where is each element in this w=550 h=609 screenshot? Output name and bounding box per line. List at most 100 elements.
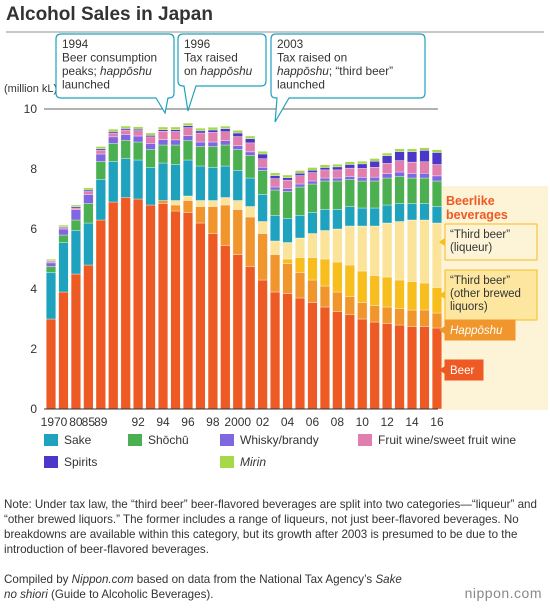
y-tick-label: 6 (30, 222, 37, 236)
x-tick-label: 1970 (41, 415, 68, 429)
bar-segment-whisky (295, 183, 305, 188)
bar-segment-fruit_wine (332, 169, 343, 179)
bar-segment-shochu (220, 144, 231, 167)
bar-segment-whisky (369, 176, 380, 182)
bar-segment-fruit_wine (419, 161, 430, 174)
bar-segment-shochu (170, 144, 181, 165)
bar-segment-beer (195, 222, 206, 410)
bar-segment-whisky (344, 176, 355, 180)
bar-segment-whisky (431, 175, 442, 182)
x-tick-label: 04 (281, 415, 295, 429)
x-tick-label: 14 (405, 415, 419, 429)
legend-label: Whisky/brandy (240, 433, 319, 447)
x-tick-label: 89 (94, 415, 108, 429)
x-tick-label: 85 (82, 415, 96, 429)
bar-segment-shochu (407, 177, 418, 204)
bar-segment-third_liqueur (257, 221, 268, 234)
bar-segment-shochu (232, 149, 243, 171)
callout-text-1996: on happōshu (184, 64, 253, 78)
bar-segment-sake (170, 164, 181, 201)
bar-segment-happoshu (158, 200, 169, 204)
bar-segment-sake (232, 170, 243, 201)
bar-segment-happoshu (382, 306, 393, 324)
side-label-third_liqueur: (liqueur) (450, 242, 492, 254)
bar-segment-spirits (357, 163, 368, 169)
bar-segment-beer (295, 297, 305, 410)
bar-segment-beer (270, 291, 281, 410)
bar-segment-shochu (332, 180, 343, 210)
callout-text-1994: peaks; happōshu (62, 64, 152, 78)
bar-segment-whisky (419, 173, 430, 179)
bar-segment-fruit_wine (95, 150, 106, 155)
bar-segment-mirin (357, 161, 368, 165)
bar-segment-fruit_wine (257, 158, 268, 168)
bar-segment-beer (120, 197, 131, 410)
bar-segment-whisky (407, 173, 418, 179)
bar-segment-spirits (170, 129, 181, 132)
bar-segment-sake (257, 194, 268, 222)
bar-segment-beer (407, 326, 418, 410)
bar-segment-spirits (133, 128, 144, 131)
bar-segment-third_liqueur (419, 219, 430, 284)
bar-segment-sake (332, 209, 343, 230)
source-middle: based on data from the National Tax Agen… (133, 573, 376, 586)
beerlike-heading: Beerlike (446, 194, 495, 208)
bar-segment-shochu (270, 189, 281, 216)
bar-segment-whisky (357, 177, 368, 182)
bar-segment-beer (133, 198, 144, 410)
bar-segment-fruit_wine (108, 132, 119, 138)
bar-segment-fruit_wine (46, 261, 56, 264)
bar-segment-mirin (70, 204, 81, 207)
bar-segment-happoshu (419, 309, 430, 327)
bar-segment-third_liqueur (344, 225, 355, 266)
bar-segment-spirits (282, 177, 293, 181)
bar-segment-happoshu (257, 233, 268, 281)
callout-text-2003: 2003 (277, 37, 304, 51)
bar-segment-beer (282, 293, 293, 410)
bar-segment-third_other (319, 258, 330, 287)
bar-segment-shochu (357, 180, 368, 209)
bar-segment-whisky (46, 262, 56, 267)
bar-segment-beer (170, 210, 181, 410)
chart-bars (46, 122, 442, 410)
bar-segment-third_liqueur (307, 233, 318, 258)
bar-segment-happoshu (170, 204, 181, 212)
bar-segment-third_liqueur (282, 242, 293, 260)
bar-segment-shochu (145, 149, 156, 168)
bar-segment-happoshu (431, 312, 442, 329)
bar-segment-sake (133, 159, 144, 200)
bar-segment-happoshu (307, 279, 318, 303)
x-tick-label: 02 (256, 415, 270, 429)
bar-segment-third_other (332, 261, 343, 293)
bar-segment-shochu (182, 140, 193, 161)
bar-segment-whisky (182, 135, 193, 141)
bar-segment-mirin (58, 224, 69, 227)
x-tick-label: 98 (206, 415, 220, 429)
bar-segment-fruit_wine (270, 178, 281, 188)
bar-segment-spirits (431, 152, 442, 165)
bar-segment-happoshu (357, 302, 368, 320)
bar-segment-sake (344, 206, 355, 227)
bar-segment-beer (307, 302, 318, 410)
bar-segment-whisky (257, 167, 268, 171)
bar-segment-sake (369, 207, 380, 227)
bar-segment-fruit_wine (407, 161, 418, 174)
bar-segment-fruit_wine (344, 167, 355, 177)
bar-segment-spirits (270, 175, 281, 179)
bar-segment-whisky (307, 180, 318, 185)
bar-segment-shochu (431, 180, 442, 207)
callout-box-1994 (55, 33, 175, 115)
bar-segment-third_other (282, 258, 293, 264)
bar-segment-third_liqueur (207, 200, 218, 207)
bar-segment-sake (407, 203, 418, 221)
bar-segment-spirits (95, 148, 106, 151)
bar-segment-whisky (95, 153, 106, 162)
side-label-beer: Beer (450, 365, 474, 377)
bar-segment-fruit_wine (83, 191, 94, 195)
bar-segment-mirin (120, 125, 131, 129)
callout-text-2003: Tax raised on (277, 51, 347, 65)
legend-swatch (128, 434, 142, 446)
brand-logo-text: nippon.com (464, 585, 542, 601)
legend-swatch (220, 456, 234, 468)
